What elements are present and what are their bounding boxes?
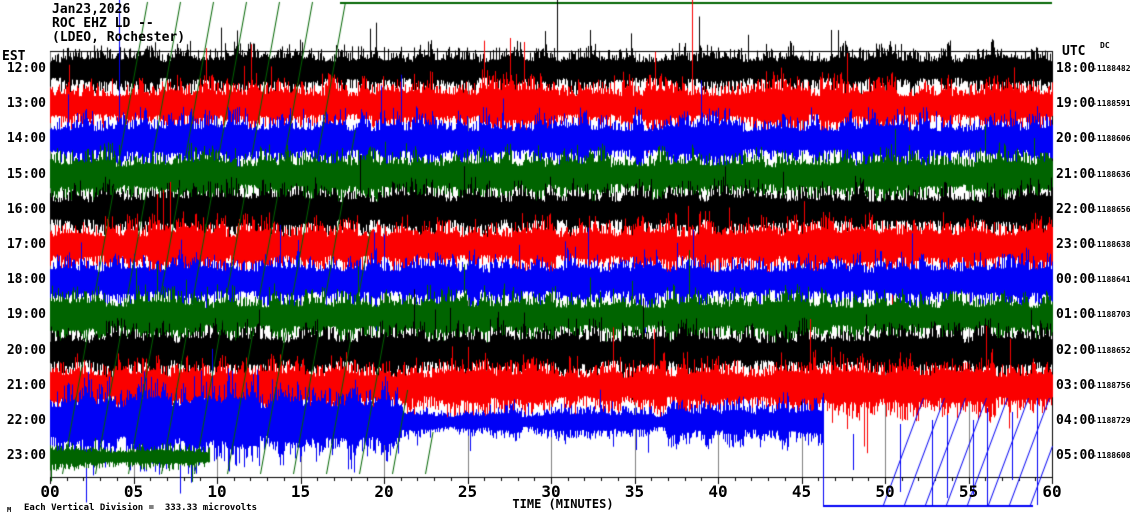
utc-hour-label: 18:00 xyxy=(1056,61,1096,76)
dc-value: -1188641 xyxy=(1092,275,1130,285)
dc-value: -1188729 xyxy=(1092,416,1130,425)
x-tick-label: 35 xyxy=(624,482,645,501)
dc-value: -1188482 xyxy=(1092,64,1130,73)
est-hour-label: 22:00 xyxy=(6,413,46,428)
dc-value: -1188606 xyxy=(1092,134,1130,144)
x-tick-label: 30 xyxy=(541,482,561,501)
dc-value: -1188591 xyxy=(1092,99,1130,109)
corner-mark: M xyxy=(7,506,12,514)
record-date: Jan23,2026 xyxy=(52,2,131,17)
dc-column-label: DC xyxy=(1100,41,1110,50)
utc-hour-label: 04:00 xyxy=(1056,413,1096,428)
est-hour-label: 20:00 xyxy=(6,342,46,358)
utc-hour-label: 01:00 xyxy=(1056,307,1096,323)
dc-value: -1188656 xyxy=(1092,204,1130,214)
x-tick-label: 20 xyxy=(374,482,394,501)
x-tick-label: 45 xyxy=(791,482,812,501)
x-tick-label: 60 xyxy=(1042,482,1062,501)
dc-value: -1188703 xyxy=(1092,310,1130,320)
est-hour-label: 23:00 xyxy=(6,448,46,464)
utc-hour-label: 21:00 xyxy=(1056,166,1096,182)
x-tick-label: 55 xyxy=(958,482,979,501)
utc-hour-label: 23:00 xyxy=(1056,237,1096,252)
dc-value: -1188756 xyxy=(1092,380,1130,390)
x-tick-label: 00 xyxy=(40,482,60,501)
utc-hour-label: 19:00 xyxy=(1056,96,1096,112)
dc-value: -1188638 xyxy=(1092,240,1130,249)
x-tick-label: 15 xyxy=(290,482,311,501)
right-axis-label: UTC xyxy=(1062,44,1086,59)
x-tick-label: 50 xyxy=(875,482,895,501)
est-hour-label: 21:00 xyxy=(6,377,46,393)
utc-hour-label: 20:00 xyxy=(1056,131,1096,147)
utc-hour-label: 05:00 xyxy=(1056,448,1096,464)
dc-value: -1188608 xyxy=(1092,451,1130,461)
est-hour-label: 13:00 xyxy=(6,96,46,112)
station-location: (LDEO, Rochester) xyxy=(52,30,186,45)
est-hour-label: 16:00 xyxy=(6,201,46,217)
est-hour-label: 18:00 xyxy=(6,272,46,288)
utc-hour-label: 00:00 xyxy=(1056,272,1096,288)
station-code: ROC EHZ LD -- xyxy=(52,16,154,31)
utc-hour-label: 03:00 xyxy=(1056,377,1096,393)
est-hour-label: 14:00 xyxy=(6,131,46,147)
x-tick-label: 25 xyxy=(457,482,478,501)
utc-hour-label: 22:00 xyxy=(1056,201,1096,217)
est-hour-label: 19:00 xyxy=(6,307,46,323)
dc-value: -1188636 xyxy=(1092,169,1130,179)
est-hour-label: 12:00 xyxy=(6,61,46,76)
est-hour-label: 17:00 xyxy=(6,237,46,252)
x-axis-title: TIME (MINUTES) xyxy=(512,497,614,511)
scale-note: Each Vertical Division = 333.33 microvol… xyxy=(24,503,257,513)
utc-hour-label: 02:00 xyxy=(1056,342,1096,358)
x-tick-label: 40 xyxy=(708,482,728,501)
x-tick-label: 05 xyxy=(123,482,144,501)
dc-value: -1188652 xyxy=(1092,345,1130,355)
x-tick-label: 10 xyxy=(207,482,227,501)
est-hour-label: 15:00 xyxy=(6,166,46,182)
left-axis-label: EST xyxy=(2,49,26,64)
